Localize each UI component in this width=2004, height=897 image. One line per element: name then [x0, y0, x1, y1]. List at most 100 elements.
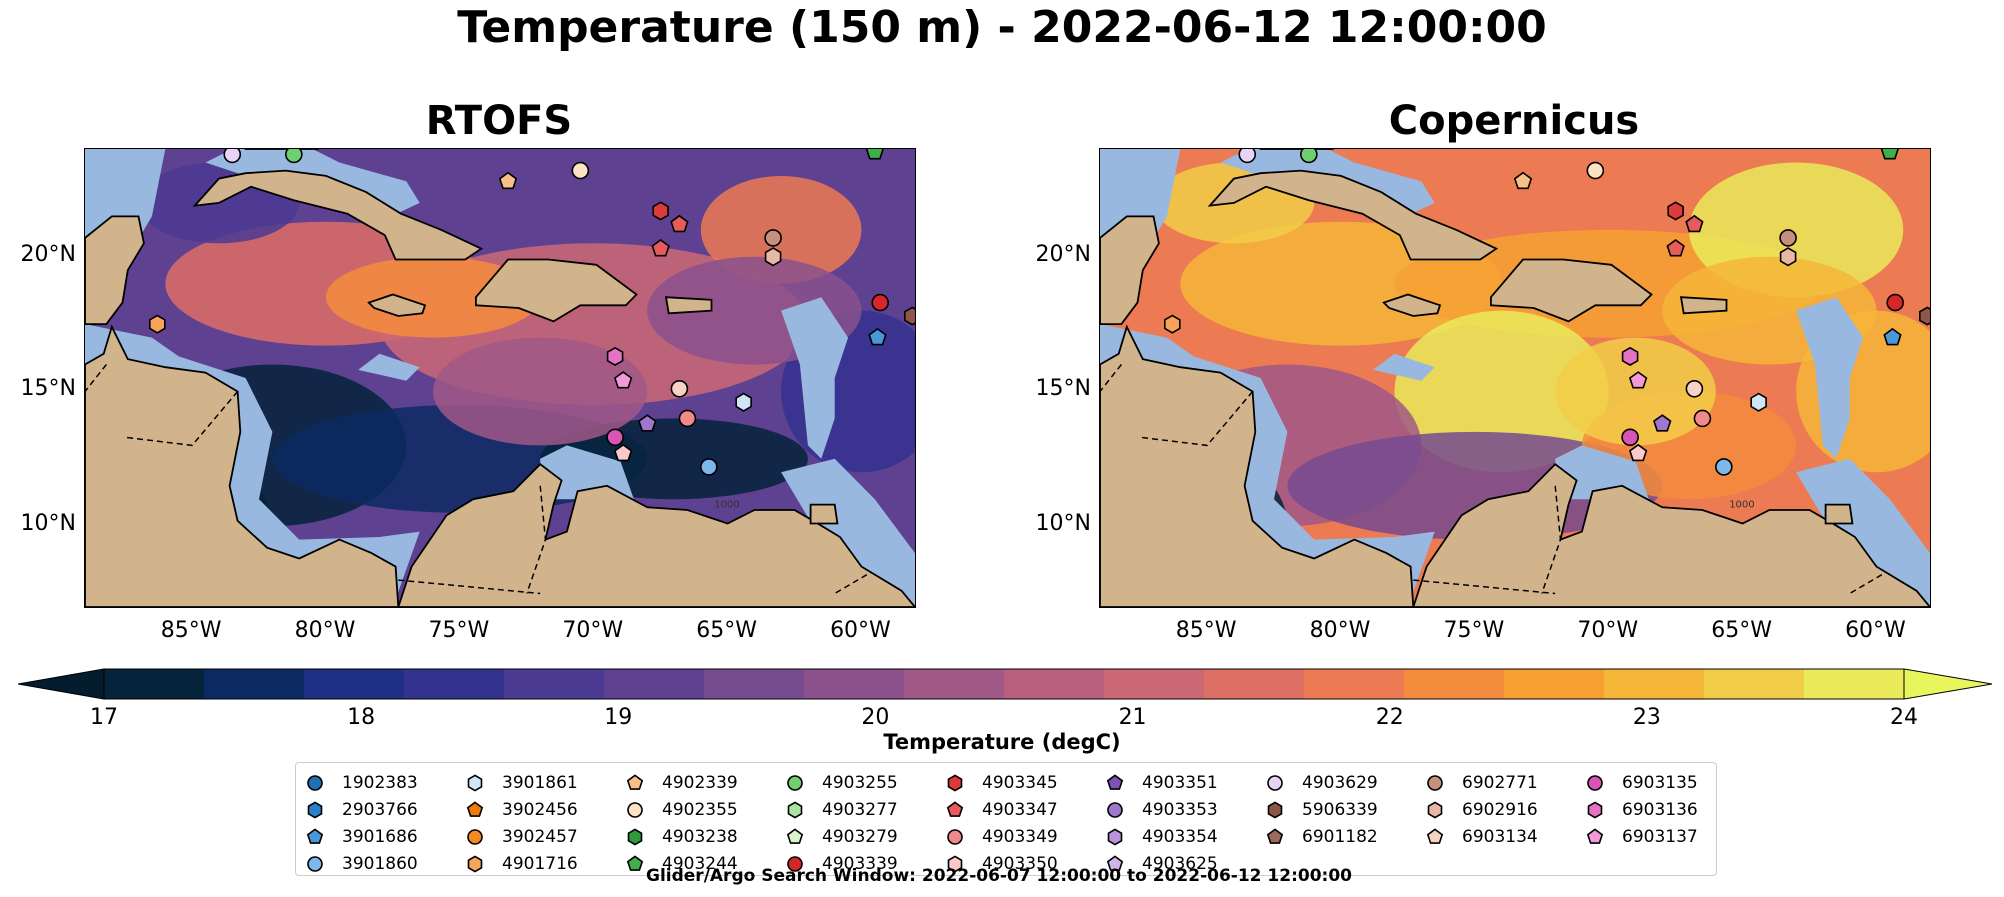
- legend-entry: 6903137: [1586, 823, 1698, 850]
- lat-tick-label: 15°N: [1035, 376, 1091, 402]
- legend-marker: [626, 773, 644, 790]
- legend-marker: [1427, 774, 1443, 791]
- country-border: [1100, 364, 1122, 392]
- float-marker: [149, 314, 166, 334]
- legend-label: 4903345: [982, 772, 1058, 793]
- float-marker: [865, 149, 884, 160]
- float-marker: [606, 428, 624, 447]
- legend-entry: 3901860: [306, 850, 418, 877]
- temperature-patch: [1555, 337, 1716, 446]
- float-marker: [1238, 149, 1257, 164]
- legend-entry: 6902771: [1426, 769, 1538, 796]
- legend-entry: 6903136: [1586, 796, 1698, 823]
- country-border: [398, 579, 541, 595]
- float-marker: [571, 161, 590, 180]
- lon-tick-label: 70°W: [1577, 618, 1639, 643]
- legend-marker-icon: [467, 854, 483, 873]
- float-marker: [1621, 428, 1639, 447]
- float-marker: [903, 306, 915, 326]
- panel-title-rtofs: RTOFS: [425, 98, 573, 144]
- legend-marker-icon: [307, 855, 323, 872]
- land-mass: [1207, 169, 1499, 261]
- colorbar-over-extend: [1903, 668, 1993, 700]
- legend-label: 1902383: [342, 772, 418, 793]
- legend-label: 3901686: [342, 826, 418, 847]
- legend-entry: 4903629: [1266, 769, 1378, 796]
- legend-marker-icon: [467, 773, 483, 792]
- legend-entry: 4903347: [946, 796, 1058, 823]
- legend-marker-icon: [1586, 827, 1604, 844]
- legend-marker: [947, 828, 963, 845]
- legend-label: 3902456: [502, 799, 578, 820]
- legend-entry: 6903134: [1426, 823, 1538, 850]
- float-marker: [1621, 346, 1639, 367]
- legend-marker-icon: [1267, 774, 1283, 791]
- legend-column: 3901861 3902456 3902457 4901716: [466, 769, 578, 877]
- float-marker: [638, 414, 657, 432]
- legend-label: 6902771: [1462, 772, 1538, 793]
- legend-label: 4903629: [1302, 772, 1378, 793]
- legend-marker: [1107, 801, 1123, 818]
- legend-marker-icon: [307, 774, 323, 791]
- land-mass: [397, 463, 915, 607]
- colorbar-label: Temperature (degC): [883, 730, 1121, 754]
- country-border: [834, 574, 868, 595]
- legend-marker-icon: [1427, 800, 1443, 819]
- land-mass: [1100, 215, 1160, 326]
- legend-marker: [786, 827, 804, 844]
- legend-marker-icon: [467, 828, 483, 845]
- lon-tick-label: 75°W: [428, 618, 490, 643]
- float-marker: [1883, 327, 1902, 346]
- legend-marker: [1106, 773, 1124, 790]
- legend-label: 6903135: [1622, 772, 1698, 793]
- float-marker: [670, 214, 689, 233]
- legend-marker: [1587, 800, 1603, 819]
- legend-marker: [307, 855, 323, 872]
- legend-label: 4903625: [1142, 853, 1218, 874]
- colorbar-tick-label: 24: [1890, 705, 1918, 730]
- country-border: [526, 485, 547, 594]
- legend-label: 6902916: [1462, 799, 1538, 820]
- lon-tick-label: 65°W: [696, 618, 757, 643]
- legend-marker: [626, 854, 644, 871]
- float-marker: [1880, 149, 1899, 160]
- colorbar: [17, 668, 1993, 700]
- float-marker: [871, 293, 889, 312]
- legend-label: 3901861: [502, 772, 578, 793]
- temperature-patch: [700, 175, 862, 284]
- land-mass: [664, 296, 713, 315]
- legend-marker: [627, 827, 643, 846]
- legend-marker-icon: [1107, 827, 1123, 846]
- search-window-note: Glider/Argo Search Window: 2022-06-07 12…: [646, 866, 1352, 886]
- legend-entry: 5906339: [1266, 796, 1378, 823]
- legend-marker: [1107, 827, 1123, 846]
- bathymetry-contour-label: 1000: [714, 499, 739, 510]
- lon-tick-label: 85°W: [160, 618, 222, 643]
- legend-marker: [307, 774, 323, 791]
- lon-tick-label: 60°W: [830, 618, 891, 643]
- colorbar-segment: [704, 669, 805, 699]
- country-border: [85, 364, 107, 392]
- colorbar-segment: [504, 669, 605, 699]
- float-marker: [868, 327, 887, 346]
- legend-label: 4903238: [662, 826, 738, 847]
- legend-entry: 4903279: [786, 823, 898, 850]
- legend-marker: [1267, 774, 1283, 791]
- colorbar-segment: [404, 669, 505, 699]
- legend-entry: 4903244: [626, 850, 738, 877]
- float-marker: [1666, 239, 1685, 257]
- float-marker: [1164, 314, 1181, 334]
- legend-label: 5906339: [1302, 799, 1378, 820]
- legend-marker: [787, 800, 803, 819]
- legend-entry: 4903351: [1106, 769, 1218, 796]
- colorbar-segment: [1804, 669, 1905, 699]
- legend-entry: 4903255: [786, 769, 898, 796]
- legend-marker-icon: [946, 800, 964, 817]
- legend-marker-icon: [947, 828, 963, 845]
- float-marker: [1653, 414, 1672, 432]
- float-marker: [1685, 379, 1704, 398]
- colorbar-segment: [1104, 669, 1205, 699]
- lat-tick-label: 20°N: [1035, 241, 1091, 267]
- temperature-patch: [325, 256, 541, 338]
- legend-label: 4901716: [502, 853, 578, 874]
